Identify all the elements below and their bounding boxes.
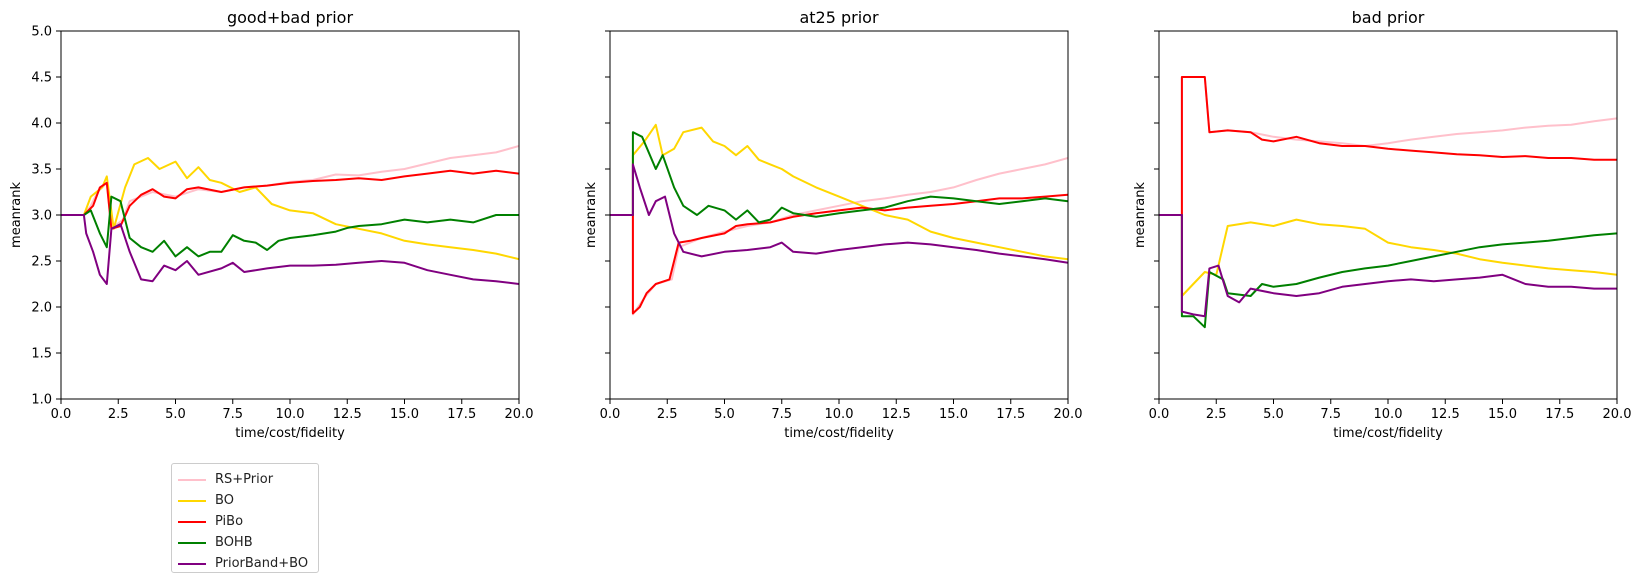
x-tick-label: 17.5 [1545,407,1574,422]
x-tick-label: 0.0 [600,407,621,422]
x-tick-label: 0.0 [1149,407,1170,422]
y-tick-label: 2.0 [31,301,52,316]
series-line-rs-prior [1159,76,1617,216]
y-tick-label: 3.5 [31,163,52,178]
x-tick-label: 7.5 [771,407,792,422]
legend-item-bohb: BOHB [178,532,318,553]
legend-label: PriorBand+BO [215,556,309,571]
series-group [61,145,519,285]
series-line-bohb [1159,214,1617,329]
series-line-bo [610,123,1068,261]
y-tick-label: 5.0 [31,25,52,40]
legend-label: BO [215,493,234,508]
x-tick-label: 5.0 [165,407,186,422]
legend: RS+Prior BO PiBo BOHB PriorBand+BO [171,463,319,573]
plot-frame [60,30,520,400]
y-axis-label: meanrank [1133,182,1148,248]
x-tick-label: 5.0 [714,407,735,422]
legend-swatch-rs-prior [178,478,206,481]
legend-label: PiBo [215,514,244,529]
x-axis-label: time/cost/fidelity [1333,426,1443,441]
x-tick-label: 20.0 [505,407,534,422]
subplot-title: bad prior [1352,8,1425,27]
x-tick-label: 15.0 [1488,407,1517,422]
plot-frame [609,30,1069,400]
x-tick-label: 12.5 [333,407,362,422]
series-line-rs-prior [61,145,519,230]
x-tick-label: 17.5 [996,407,1025,422]
series-line-bo [1159,214,1617,297]
series-line-bohb [61,195,519,258]
y-tick-label: 1.5 [31,347,52,362]
series-line-bo [61,157,519,261]
y-tick-label: 2.5 [31,255,52,270]
legend-item-pibo: PiBo [178,511,318,532]
subplot-bad-prior: 0.0 2.5 5.0 7.5 10.0 12.5 15.0 17.5 20.0 bad prio… [1133,8,1631,441]
subplot-title: at25 prior [799,8,878,27]
x-tick-label: 2.5 [657,407,678,422]
x-tick-label: 12.5 [1431,407,1460,422]
series-line-pibo [1159,76,1617,216]
series-line-pibo [610,193,1068,315]
x-tick-label: 0.0 [51,407,72,422]
legend-item-priorband-bo: PriorBand+BO [178,553,318,574]
series-group [610,123,1068,316]
legend-swatch-pibo [178,520,206,523]
series-line-rs-prior [610,157,1068,316]
x-tick-label: 10.0 [1374,407,1403,422]
y-tick-label: 3.0 [31,209,52,224]
x-tick-label: 15.0 [390,407,419,422]
series-group [1159,76,1617,329]
legend-label: BOHB [215,535,253,550]
y-tick-label: 1.0 [31,393,52,408]
y-axis-label: meanrank [9,182,24,248]
legend-item-rs-prior: RS+Prior [178,469,318,490]
y-axis-label: meanrank [584,182,599,248]
x-axis-label: time/cost/fidelity [784,426,894,441]
x-tick-label: 12.5 [882,407,911,422]
x-tick-label: 17.5 [447,407,476,422]
legend-item-bo: BO [178,490,318,511]
subplot-good-bad-prior: 0.0 2.5 5.0 7.5 10.0 12.5 15.0 17.5 20.0 1.0 1.5 2.… [9,8,533,441]
series-line-priorband-bo [61,214,519,285]
x-tick-label: 7.5 [1320,407,1341,422]
x-tick-label: 10.0 [276,407,305,422]
series-line-pibo [61,169,519,230]
y-tick-label: 4.5 [31,71,52,86]
legend-label: RS+Prior [215,472,274,487]
x-tick-label: 15.0 [939,407,968,422]
x-tick-label: 7.5 [222,407,243,422]
x-axis-label: time/cost/fidelity [235,426,345,441]
x-tick-label: 20.0 [1054,407,1083,422]
x-tick-label: 20.0 [1603,407,1632,422]
x-tick-label: 5.0 [1263,407,1284,422]
series-line-priorband-bo [1159,214,1617,318]
series-line-bohb [610,131,1068,224]
x-tick-label: 2.5 [108,407,129,422]
x-tick-label: 2.5 [1206,407,1227,422]
legend-swatch-bohb [178,541,206,544]
legend-swatch-bo [178,499,206,502]
x-tick-label: 10.0 [825,407,854,422]
plot-frame [1158,30,1618,400]
legend-swatch-priorband-bo [178,562,206,565]
series-line-priorband-bo [610,163,1068,264]
subplot-title: good+bad prior [227,8,353,27]
subplot-at25-prior: 0.0 2.5 5.0 7.5 10.0 12.5 15.0 17.5 20.0 at25 pri… [584,8,1082,441]
y-tick-label: 4.0 [31,117,52,132]
